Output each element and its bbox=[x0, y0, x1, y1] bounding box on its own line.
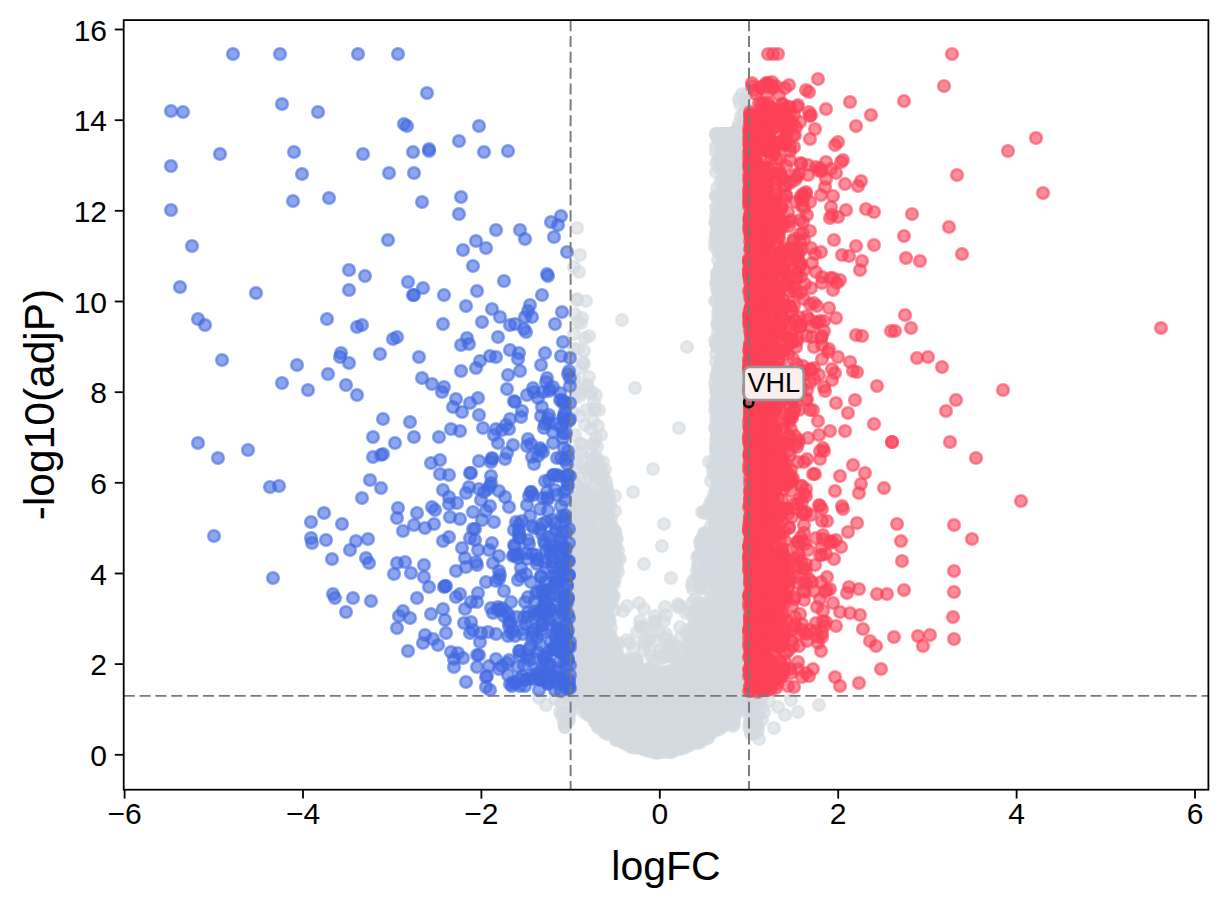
svg-text:0: 0 bbox=[651, 797, 668, 830]
svg-text:2: 2 bbox=[90, 648, 107, 681]
svg-text:4: 4 bbox=[90, 558, 107, 591]
svg-text:8: 8 bbox=[90, 376, 107, 409]
svg-text:VHL: VHL bbox=[747, 368, 800, 398]
svg-text:6: 6 bbox=[1187, 797, 1204, 830]
svg-text:−2: −2 bbox=[464, 797, 498, 830]
svg-text:logFC: logFC bbox=[611, 843, 720, 889]
svg-text:12: 12 bbox=[74, 195, 107, 228]
svg-text:4: 4 bbox=[1008, 797, 1025, 830]
svg-text:2: 2 bbox=[830, 797, 847, 830]
svg-text:16: 16 bbox=[74, 14, 107, 47]
svg-text:−4: −4 bbox=[286, 797, 320, 830]
svg-text:−6: −6 bbox=[107, 797, 141, 830]
svg-text:-log10(adjP): -log10(adjP) bbox=[16, 289, 63, 521]
svg-text:14: 14 bbox=[74, 104, 107, 137]
svg-text:6: 6 bbox=[90, 467, 107, 500]
svg-text:0: 0 bbox=[90, 739, 107, 772]
svg-text:10: 10 bbox=[74, 286, 107, 319]
